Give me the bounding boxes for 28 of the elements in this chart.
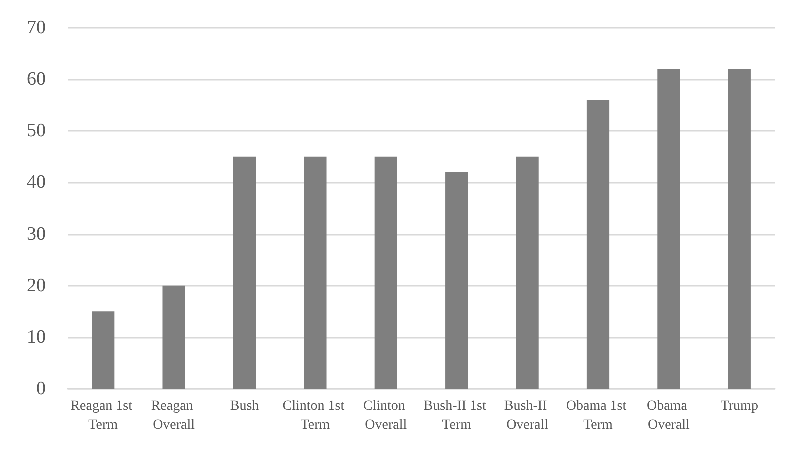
x-tick-label: Clinton 1st Term — [282, 399, 348, 433]
y-tick-label: 0 — [36, 378, 46, 400]
y-tick-label: 40 — [27, 172, 46, 194]
x-tick-label: Obama Overall — [646, 399, 691, 433]
bar — [658, 69, 680, 389]
y-tick-label: 70 — [27, 18, 46, 38]
y-tick-label: 50 — [27, 120, 46, 142]
y-tick-label: 30 — [27, 224, 46, 245]
x-tick-label: Bush — [230, 399, 260, 414]
y-tick-label: 10 — [27, 326, 46, 348]
x-tick-label: Bush-II 1st Term — [424, 399, 490, 433]
bar — [374, 156, 398, 389]
bar — [162, 286, 186, 389]
bar — [516, 156, 539, 389]
x-tick-label: Obama 1st Term — [566, 399, 630, 433]
x-tick-label: Trump — [720, 399, 758, 414]
bar — [233, 156, 256, 389]
bar — [446, 172, 468, 389]
x-tick-label: Reagan Overall — [151, 399, 197, 433]
bar — [728, 69, 751, 389]
x-tick-label: Reagan 1st Term — [70, 399, 136, 433]
y-tick-label: 60 — [27, 69, 46, 90]
x-tick-label: Bush-II Overall — [504, 399, 551, 433]
y-tick-label: 20 — [27, 275, 46, 296]
bar — [92, 312, 115, 389]
x-tick-label: Clinton Overall — [363, 399, 409, 433]
bar — [304, 156, 327, 389]
bar — [586, 100, 610, 389]
